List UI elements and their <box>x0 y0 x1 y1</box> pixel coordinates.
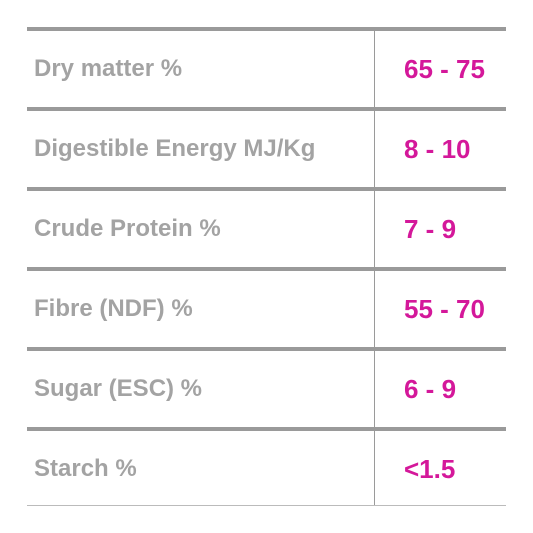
row-label: Sugar (ESC) % <box>34 375 203 402</box>
table-row: Starch % <1.5 <box>27 427 506 507</box>
row-label: Crude Protein % <box>34 215 221 242</box>
row-label: Dry matter % <box>34 55 183 82</box>
row-value: 55 - 70 <box>404 294 485 324</box>
row-label: Fibre (NDF) % <box>34 295 193 322</box>
row-value: 8 - 10 <box>404 134 471 164</box>
table: Dry matter % 65 - 75 Digestible Energy MJ/… <box>27 27 506 506</box>
row-value: 65 - 75 <box>404 54 485 84</box>
row-value: 7 - 9 <box>404 214 457 244</box>
table-row: Crude Protein % 7 - 9 <box>27 187 506 267</box>
table-row: Sugar (ESC) % 6 - 9 <box>27 347 506 427</box>
table-row: Fibre (NDF) % 55 - 70 <box>27 267 506 347</box>
table-row: Digestible Energy MJ/Kg 8 - 10 <box>27 107 506 187</box>
row-label: Starch % <box>34 455 137 482</box>
row-label: Digestible Energy MJ/Kg <box>34 135 316 162</box>
row-value: <1.5 <box>404 454 456 484</box>
column-divider <box>374 27 375 506</box>
row-value: 6 - 9 <box>404 374 457 404</box>
bottom-rule <box>27 505 506 506</box>
table-row: Dry matter % 65 - 75 <box>27 27 506 107</box>
